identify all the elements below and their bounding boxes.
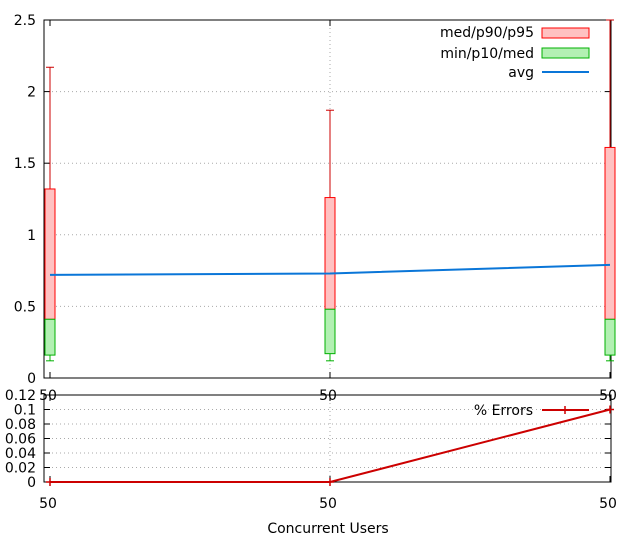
legend: med/p90/p95 min/p10/med avg	[440, 25, 590, 81]
legend-upper-swatch	[541, 27, 590, 39]
bottom-x-tick-label: 50	[39, 496, 57, 512]
legend-lower-swatch	[541, 47, 590, 59]
bottom-y-axis: 00.020.040.060.080.10.12	[5, 388, 611, 491]
x-axis-label: Concurrent Users	[267, 521, 388, 537]
bottom-y-tick-label: 0.1	[14, 403, 36, 419]
bottom-grid	[44, 395, 611, 482]
errors-legend-label: % Errors	[474, 403, 533, 419]
top-x-tick-label: 50	[39, 388, 57, 404]
box-lower	[604, 318, 616, 356]
top-x-tick-label: 50	[319, 388, 337, 404]
top-grid	[44, 20, 611, 378]
bottom-y-tick-label: 0.04	[5, 446, 36, 462]
top-y-tick-label: 0.5	[14, 299, 36, 315]
bottom-y-tick-label: 0.06	[5, 432, 36, 448]
top-y-tick-label: 2.5	[14, 13, 36, 29]
box-series	[44, 19, 616, 362]
legend-avg-label: avg	[508, 65, 534, 81]
box-upper	[604, 146, 616, 320]
bottom-y-tick-label: 0.12	[5, 388, 36, 404]
box-upper	[44, 188, 56, 320]
top-x-axis: 50 50 50	[39, 20, 617, 404]
errors-legend: % Errors	[474, 403, 589, 419]
box-lower	[44, 318, 56, 356]
bottom-x-tick-label: 50	[319, 496, 337, 512]
errors-points	[46, 405, 614, 486]
top-y-tick-label: 2	[27, 85, 36, 101]
top-x-tick-label: 50	[599, 388, 617, 404]
box-upper	[324, 197, 336, 310]
box-lower	[324, 308, 336, 355]
legend-lower-label: min/p10/med	[440, 46, 534, 62]
avg-line	[49, 263, 611, 276]
top-y-tick-label: 0	[27, 371, 36, 387]
bottom-y-tick-label: 0	[27, 475, 36, 491]
bottom-y-tick-label: 0.02	[5, 461, 36, 477]
top-y-tick-label: 1	[27, 228, 36, 244]
bottom-y-tick-label: 0.08	[5, 417, 36, 433]
legend-upper-label: med/p90/p95	[440, 25, 534, 41]
top-y-tick-label: 1.5	[14, 156, 36, 172]
bottom-x-tick-label: 50	[599, 496, 617, 512]
